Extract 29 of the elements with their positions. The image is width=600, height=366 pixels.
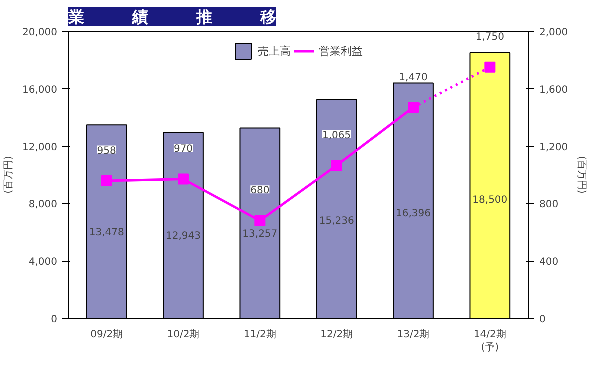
y-tick-label: 16,000 [22, 84, 58, 96]
y-tick-label: 8,000 [28, 200, 58, 211]
data-label: 13,478 [89, 227, 124, 238]
data-label: 1,470 [399, 72, 428, 84]
x-tick-label: 14/2期 (予) [474, 328, 506, 354]
x-tick-label: 11/2期 [244, 328, 276, 340]
x-tick-label: 13/2期 [397, 328, 430, 340]
legend-label: 売上高 [258, 44, 291, 58]
y-tick-label: 12,000 [22, 142, 58, 154]
legend-label: 営業利益 [319, 44, 363, 58]
y2-tick-label: 0 [540, 314, 546, 326]
y-tick-label: 0 [51, 314, 58, 326]
y-tick-label: 4,000 [28, 257, 58, 268]
x-tick-label: 09/2期 [90, 328, 124, 340]
y-tick-label: 20,000 [22, 28, 58, 38]
data-label: 13,257 [242, 228, 278, 240]
y2-tick-label: 2,000 [540, 28, 568, 38]
x-tick-label: 12/2期 [320, 328, 354, 340]
data-label: 12,943 [166, 230, 202, 242]
y2-tick-label: 800 [540, 200, 559, 211]
x-tick-label: 10/2期 [167, 328, 200, 340]
y2-tick-label: 1,200 [540, 142, 568, 154]
y2-tick-label: 400 [540, 257, 559, 268]
y-axis-title: (百万円) [4, 156, 15, 194]
y2-tick-label: 1,600 [540, 84, 568, 96]
y2-axis-title: (百万円) [576, 156, 588, 194]
data-label: 18,500 [472, 195, 508, 206]
chart-title: 業 績 推 移 [68, 8, 276, 26]
data-label: 1,750 [476, 32, 504, 44]
